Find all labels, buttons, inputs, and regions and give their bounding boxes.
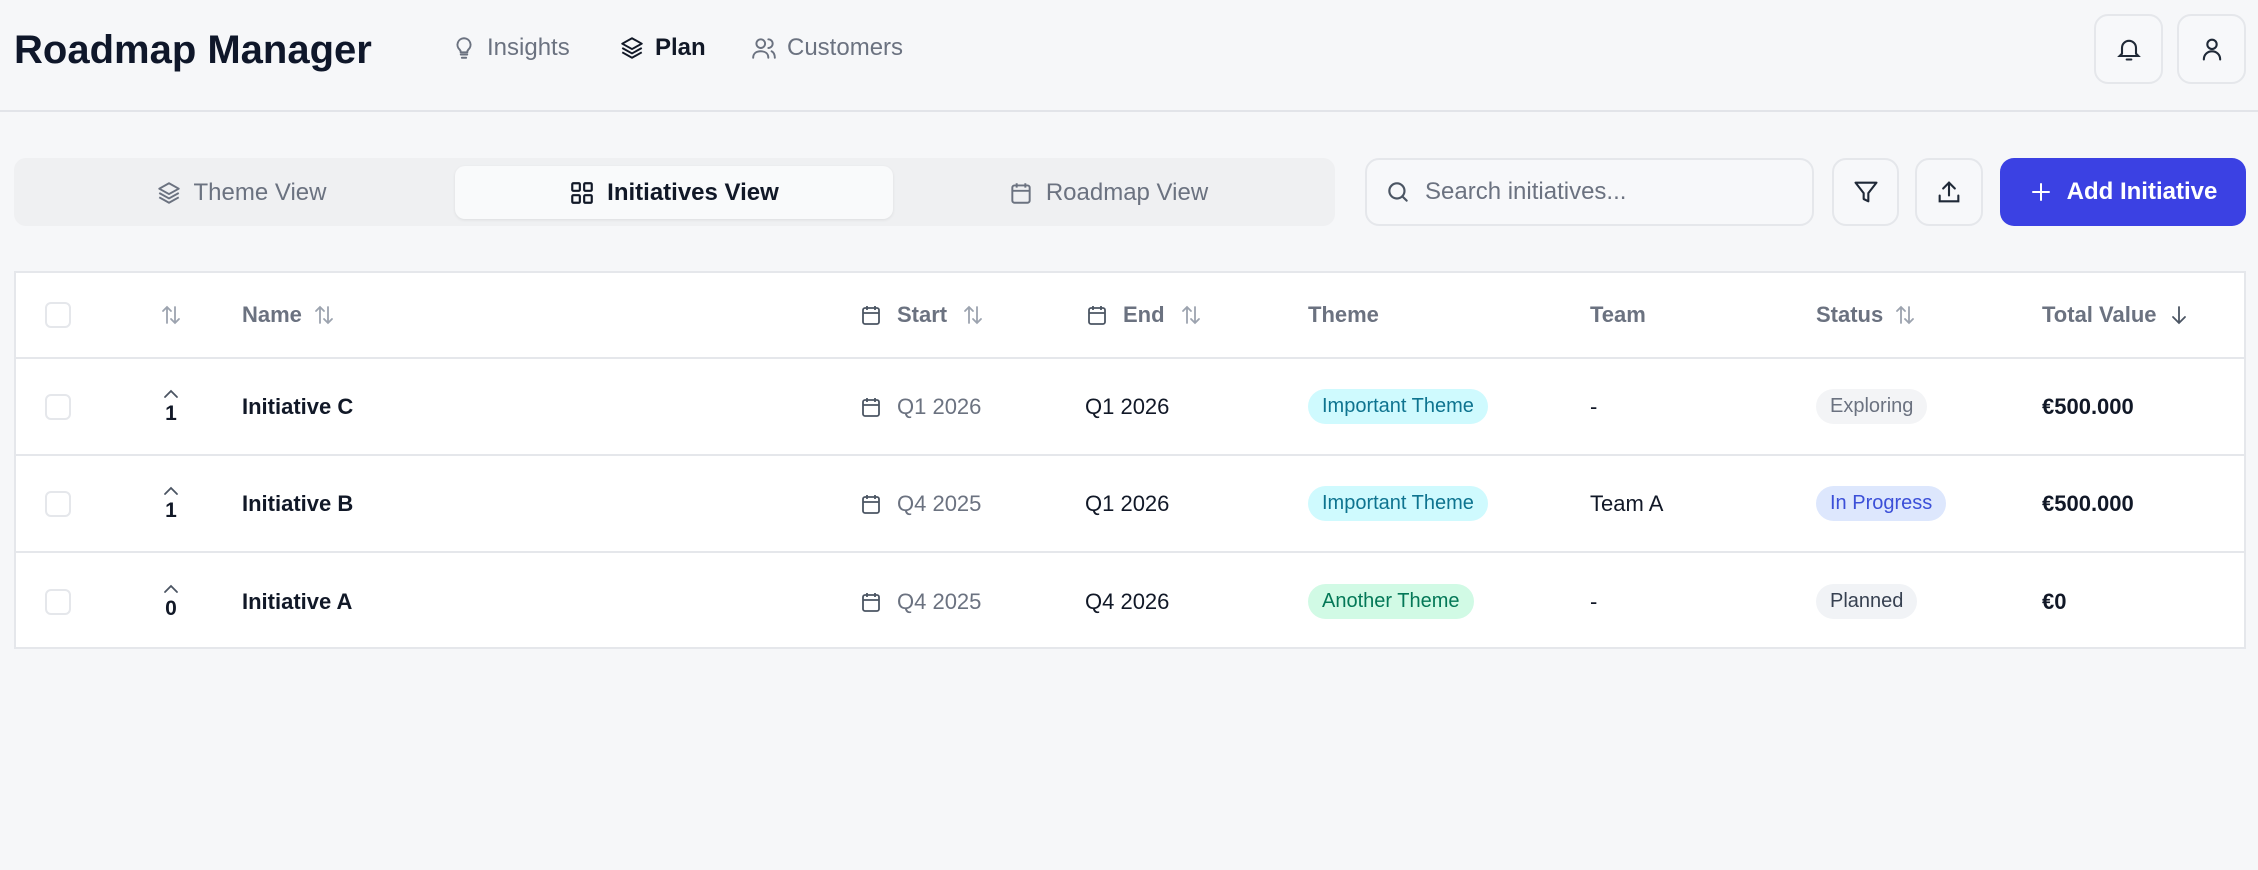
nav-customers[interactable]: Customers [751, 34, 903, 62]
search-box[interactable] [1365, 158, 1814, 226]
filter-button[interactable] [1832, 158, 1899, 226]
profile-button[interactable] [2177, 14, 2246, 84]
theme-badge: Important Theme [1308, 389, 1488, 424]
column-team: Team [1590, 302, 1646, 327]
column-theme: Theme [1308, 302, 1379, 327]
total-value: €500.000 [2042, 393, 2134, 419]
initiatives-table: Name Start End Theme Team Status Total V… [14, 271, 2246, 649]
tab-theme-view[interactable]: Theme View [22, 166, 460, 219]
nav-label: Insights [487, 34, 570, 61]
total-value: €0 [2042, 588, 2067, 614]
layers-icon [621, 37, 643, 59]
vote-count: 1 [165, 498, 177, 522]
grid-icon [571, 181, 594, 204]
calendar-icon [862, 592, 880, 612]
nav-plan[interactable]: Plan [619, 34, 706, 62]
tab-label: Initiatives View [607, 178, 779, 206]
export-button[interactable] [1915, 158, 1983, 226]
theme-badge: Another Theme [1308, 584, 1474, 619]
sort-icon [1896, 305, 1915, 325]
table-row[interactable]: 0 Initiative A Q4 2025 Q4 2026 Another T… [16, 553, 2244, 650]
sort-icon [964, 305, 983, 325]
calendar-icon [862, 397, 880, 417]
sort-icon [1181, 305, 1200, 325]
vote-count: 1 [165, 401, 177, 425]
select-all-checkbox[interactable] [45, 302, 71, 328]
sort-icon [315, 305, 333, 325]
start-date[interactable]: Q4 2025 [859, 589, 1085, 615]
app-title: Roadmap Manager [14, 28, 372, 72]
column-status[interactable]: Status [1816, 302, 2042, 328]
table-header: Name Start End Theme Team Status Total V… [16, 273, 2244, 359]
bell-icon [2116, 39, 2141, 61]
team: - [1590, 393, 1598, 419]
sort-icon[interactable] [159, 303, 183, 327]
top-header: Roadmap Manager Insights Plan Customers [0, 0, 2258, 112]
tab-label: Roadmap View [1045, 178, 1209, 206]
tab-initiatives-view[interactable]: Initiatives View [455, 166, 893, 219]
upvote-icon[interactable] [162, 583, 180, 595]
vote-count: 0 [165, 596, 177, 620]
initiative-name[interactable]: Initiative C [242, 393, 354, 419]
theme-badge: Important Theme [1308, 486, 1488, 521]
notifications-button[interactable] [2094, 14, 2163, 84]
filter-icon [1853, 181, 1878, 203]
start-date[interactable]: Q4 2025 [859, 491, 1085, 517]
add-initiative-label: Add Initiative [2066, 178, 2218, 205]
row-checkbox[interactable] [45, 393, 71, 420]
column-start[interactable]: Start [859, 302, 1085, 328]
upvote-icon[interactable] [162, 485, 180, 497]
search-input[interactable] [1425, 178, 1795, 206]
end-date[interactable]: Q4 2026 [1085, 588, 1170, 614]
table-row[interactable]: 1 Initiative B Q4 2025 Q1 2026 Important… [16, 456, 2244, 553]
end-date[interactable]: Q1 2026 [1085, 393, 1170, 419]
nav-label: Customers [787, 34, 904, 61]
start-date[interactable]: Q1 2026 [859, 394, 1085, 420]
calendar-icon [862, 494, 880, 514]
column-name[interactable]: Name [206, 302, 859, 328]
calendar-icon [1088, 306, 1106, 325]
column-end[interactable]: End [1085, 302, 1308, 328]
user-icon [2202, 38, 2221, 61]
sort-desc-icon [2171, 306, 2186, 325]
team: Team A [1590, 490, 1664, 516]
plus-icon [2031, 183, 2050, 201]
tab-roadmap-view[interactable]: Roadmap View [889, 166, 1327, 219]
layers-icon [157, 181, 180, 204]
add-initiative-button[interactable]: Add Initiative [2000, 158, 2246, 226]
initiative-name[interactable]: Initiative A [242, 588, 353, 614]
view-tabs: Theme View Initiatives View Roadmap View [14, 158, 1335, 226]
total-value: €500.000 [2042, 490, 2134, 516]
lightbulb-icon [456, 37, 472, 59]
nav-label: Plan [655, 34, 706, 61]
team: - [1590, 588, 1598, 614]
table-row[interactable]: 1 Initiative C Q1 2026 Q1 2026 Important… [16, 359, 2244, 456]
row-checkbox[interactable] [45, 490, 71, 517]
upvote-icon[interactable] [162, 388, 180, 400]
upload-icon [1938, 181, 1960, 203]
calendar-icon [1011, 182, 1031, 204]
tab-label: Theme View [193, 178, 327, 206]
end-date[interactable]: Q1 2026 [1085, 490, 1170, 516]
status-badge[interactable]: Exploring [1816, 389, 1928, 424]
status-badge[interactable]: Planned [1816, 584, 1918, 619]
row-checkbox[interactable] [45, 588, 71, 615]
users-icon [752, 38, 776, 59]
column-total-value[interactable]: Total Value [2042, 302, 2244, 328]
initiative-name[interactable]: Initiative B [242, 490, 354, 516]
status-badge[interactable]: In Progress [1816, 486, 1947, 521]
search-icon [1388, 182, 1408, 202]
nav-insights[interactable]: Insights [451, 34, 570, 62]
calendar-icon [862, 306, 880, 325]
